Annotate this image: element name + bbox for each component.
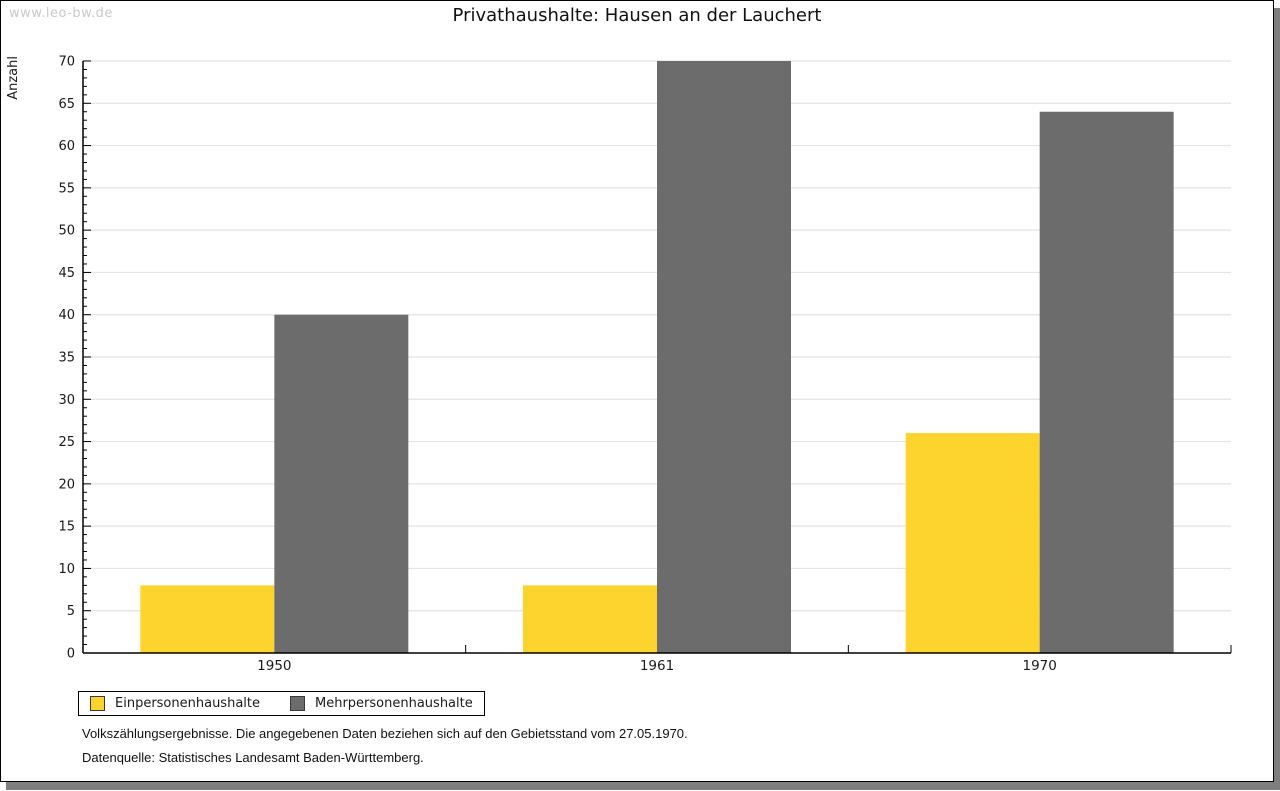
bar-mehrpersonenhaushalte-1961 (657, 61, 791, 653)
bar-mehrpersonenhaushalte-1970 (1039, 111, 1174, 653)
chart-title: Privathaushalte: Hausen an der Lauchert (452, 5, 822, 26)
y-tick-label: 35 (58, 351, 75, 366)
legend-swatch-mehrpersonen (290, 696, 305, 711)
legend: Einpersonenhaushalte Mehrpersonenhaushal… (78, 691, 485, 716)
y-tick-label: 40 (58, 308, 75, 323)
y-tick-label: 50 (58, 224, 75, 239)
bar-einpersonenhaushalte-1950 (140, 585, 275, 653)
y-tick-label: 70 (58, 55, 75, 70)
footnote-census-note: Volkszählungsergebnisse. Die angegebenen… (82, 726, 688, 741)
y-tick-label: 0 (67, 647, 75, 662)
legend-item-mehrpersonenhaushalte: Mehrpersonenhaushalte (290, 696, 473, 711)
y-tick-label: 25 (58, 435, 75, 450)
legend-label-mehrpersonen: Mehrpersonenhaushalte (315, 696, 473, 711)
bar-chart: 1950 1961 1970 0 5 10 15 20 25 30 35 40 45 50 55 60 65 70 (58, 55, 1232, 674)
legend-item-einpersonenhaushalte: Einpersonenhaushalte (90, 696, 260, 711)
bar-einpersonenhaushalte-1961 (523, 585, 657, 653)
y-tick-label: 45 (58, 266, 75, 281)
watermark: www.leo-bw.de (9, 6, 113, 21)
y-tick-label: 60 (58, 139, 75, 154)
bar-mehrpersonenhaushalte-1950 (274, 314, 409, 653)
y-tick-label: 65 (58, 97, 75, 112)
y-tick-label: 5 (67, 604, 75, 619)
x-tick-label: 1970 (1022, 658, 1056, 674)
bar-einpersonenhaushalte-1970 (905, 433, 1040, 653)
legend-swatch-einpersonen (90, 696, 105, 711)
x-tick-label: 1950 (257, 658, 291, 674)
y-tick-label: 10 (58, 562, 75, 577)
y-tick-label: 30 (58, 393, 75, 408)
y-tick-label: 55 (58, 181, 75, 196)
footnote-data-source: Datenquelle: Statistisches Landesamt Bad… (82, 750, 424, 765)
x-tick-label: 1961 (640, 658, 674, 674)
legend-label-einpersonen: Einpersonenhaushalte (115, 696, 260, 711)
y-tick-label: 20 (58, 477, 75, 492)
y-tick-label: 15 (58, 520, 75, 535)
